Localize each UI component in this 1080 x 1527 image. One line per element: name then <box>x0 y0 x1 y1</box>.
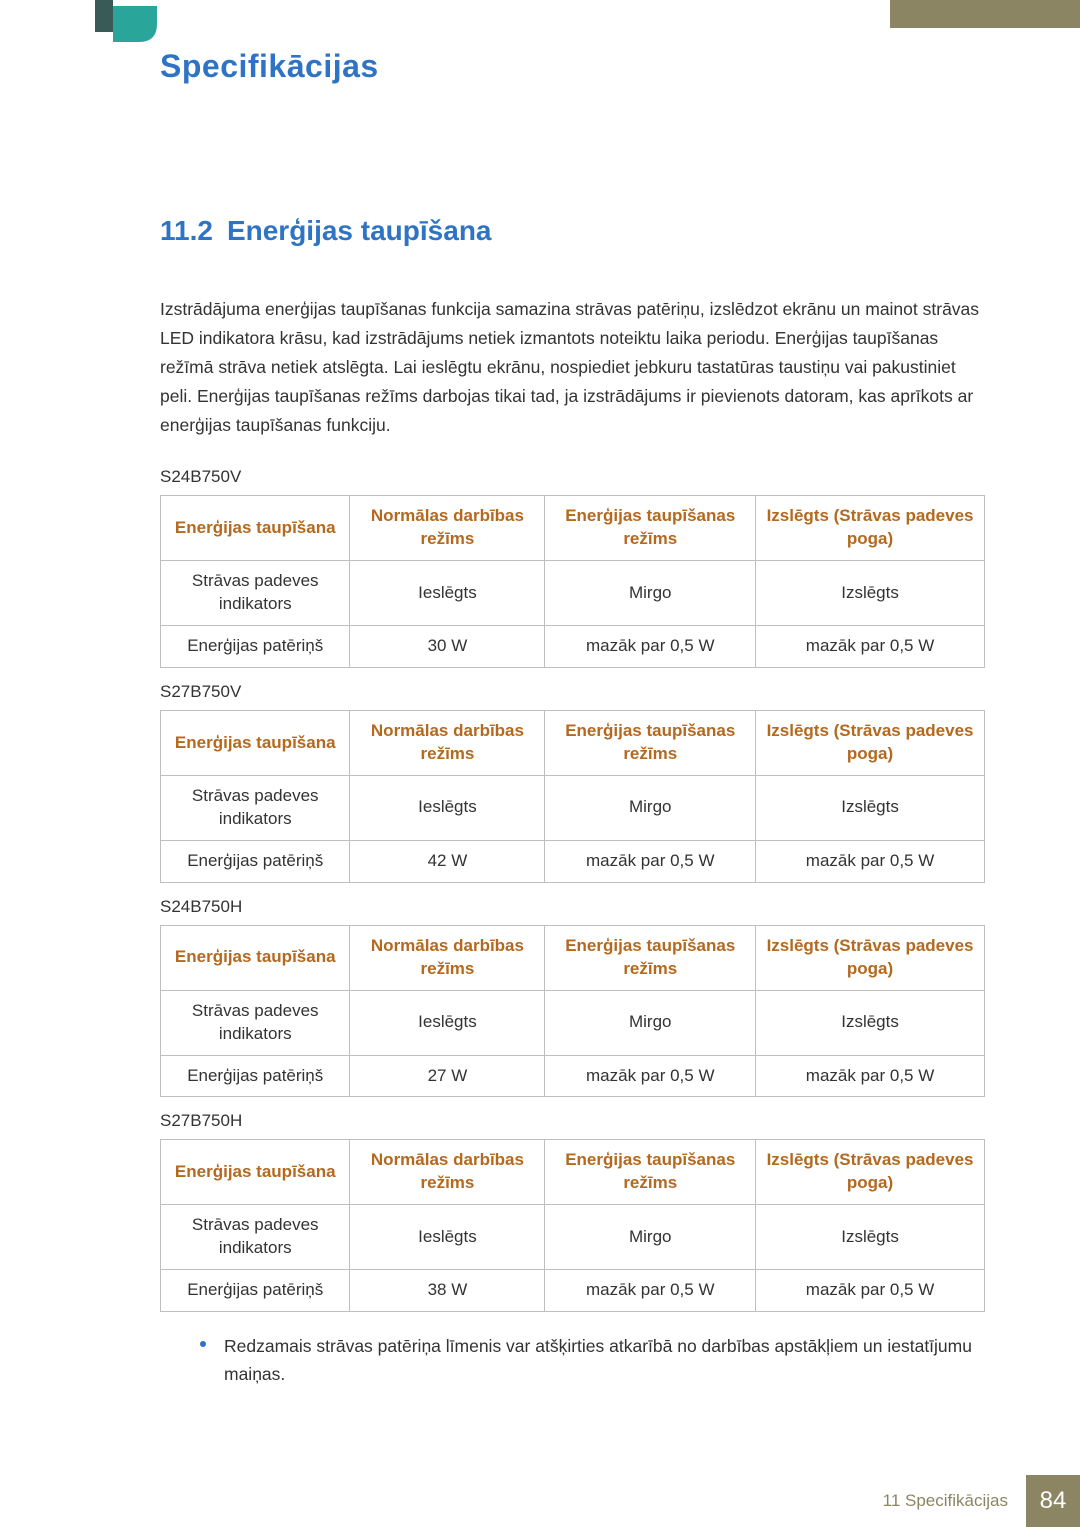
cell: mazāk par 0,5 W <box>756 1055 985 1097</box>
cell: mazāk par 0,5 W <box>545 1270 756 1312</box>
bullet-icon <box>200 1341 206 1347</box>
section-number: 11.2 <box>160 215 213 246</box>
cell: Mirgo <box>545 775 756 840</box>
cell: Enerģijas patēriņš <box>161 1270 350 1312</box>
cell: mazāk par 0,5 W <box>545 626 756 668</box>
cell: Enerģijas patēriņš <box>161 1055 350 1097</box>
section-paragraph: Izstrādājuma enerģijas taupīšanas funkci… <box>160 295 985 439</box>
cell: mazāk par 0,5 W <box>545 1055 756 1097</box>
section-title: Enerģijas taupīšana <box>227 215 492 246</box>
th-col1: Enerģijas taupīšana <box>161 925 350 990</box>
model-label: S24B750H <box>160 897 985 917</box>
cell: 27 W <box>350 1055 545 1097</box>
cell: 38 W <box>350 1270 545 1312</box>
cell: 42 W <box>350 840 545 882</box>
cell: Strāvas padeves indikators <box>161 561 350 626</box>
th-col1: Enerģijas taupīšana <box>161 496 350 561</box>
cell: Mirgo <box>545 1205 756 1270</box>
th-col2: Normālas darbības režīms <box>350 1140 545 1205</box>
cell: Izslēgts <box>756 775 985 840</box>
cell: Ieslēgts <box>350 1205 545 1270</box>
cell: Ieslēgts <box>350 775 545 840</box>
chapter-tab-icon <box>95 0 165 48</box>
cell: Strāvas padeves indikators <box>161 775 350 840</box>
top-accent-bar <box>890 0 1080 28</box>
th-col3: Enerģijas taupīšanas režīms <box>545 496 756 561</box>
th-col2: Normālas darbības režīms <box>350 925 545 990</box>
th-col4: Izslēgts (Strāvas padeves poga) <box>756 925 985 990</box>
spec-table: Enerģijas taupīšana Normālas darbības re… <box>160 710 985 883</box>
note-text: Redzamais strāvas patēriņa līmenis var a… <box>224 1332 985 1388</box>
spec-table: Enerģijas taupīšana Normālas darbības re… <box>160 1139 985 1312</box>
model-label: S27B750V <box>160 682 985 702</box>
cell: mazāk par 0,5 W <box>756 626 985 668</box>
spec-table: Enerģijas taupīšana Normālas darbības re… <box>160 925 985 1098</box>
spec-table: Enerģijas taupīšana Normālas darbības re… <box>160 495 985 668</box>
cell: Enerģijas patēriņš <box>161 840 350 882</box>
th-col1: Enerģijas taupīšana <box>161 1140 350 1205</box>
cell: Izslēgts <box>756 990 985 1055</box>
model-label: S27B750H <box>160 1111 985 1131</box>
th-col1: Enerģijas taupīšana <box>161 711 350 776</box>
cell: mazāk par 0,5 W <box>756 1270 985 1312</box>
chapter-title: Specifikācijas <box>160 48 985 85</box>
cell: 30 W <box>350 626 545 668</box>
section-heading: 11.2 Enerģijas taupīšana <box>160 215 985 247</box>
cell: Mirgo <box>545 561 756 626</box>
cell: Izslēgts <box>756 561 985 626</box>
th-col4: Izslēgts (Strāvas padeves poga) <box>756 711 985 776</box>
cell: Ieslēgts <box>350 561 545 626</box>
cell: Mirgo <box>545 990 756 1055</box>
cell: Strāvas padeves indikators <box>161 1205 350 1270</box>
note-row: Redzamais strāvas patēriņa līmenis var a… <box>160 1332 985 1388</box>
th-col4: Izslēgts (Strāvas padeves poga) <box>756 496 985 561</box>
th-col3: Enerģijas taupīšanas režīms <box>545 925 756 990</box>
cell: mazāk par 0,5 W <box>756 840 985 882</box>
cell: Strāvas padeves indikators <box>161 990 350 1055</box>
model-label: S24B750V <box>160 467 985 487</box>
cell: Enerģijas patēriņš <box>161 626 350 668</box>
cell: mazāk par 0,5 W <box>545 840 756 882</box>
th-col2: Normālas darbības režīms <box>350 496 545 561</box>
footer-page-number: 84 <box>1026 1475 1080 1527</box>
th-col4: Izslēgts (Strāvas padeves poga) <box>756 1140 985 1205</box>
footer-chapter-ref: 11 Specifikācijas <box>883 1491 1008 1511</box>
th-col3: Enerģijas taupīšanas režīms <box>545 1140 756 1205</box>
th-col3: Enerģijas taupīšanas režīms <box>545 711 756 776</box>
th-col2: Normālas darbības režīms <box>350 711 545 776</box>
page-footer: 11 Specifikācijas 84 <box>0 1475 1080 1527</box>
cell: Izslēgts <box>756 1205 985 1270</box>
cell: Ieslēgts <box>350 990 545 1055</box>
